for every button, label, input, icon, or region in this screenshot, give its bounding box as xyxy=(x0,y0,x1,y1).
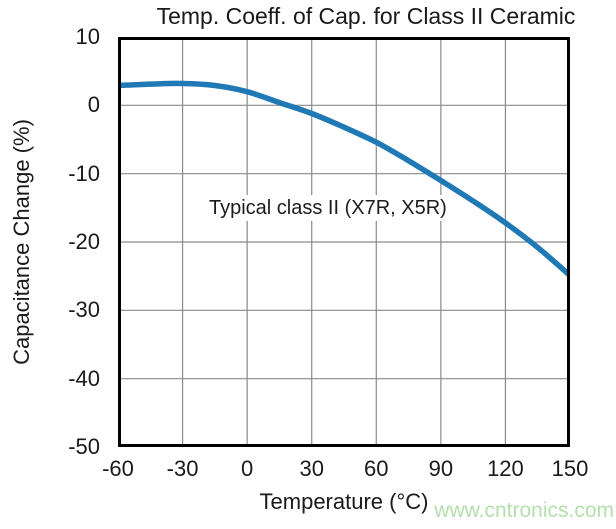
chart-title: Temp. Coeff. of Cap. for Class II Cerami… xyxy=(156,3,576,29)
x-tick-label: 90 xyxy=(428,456,454,481)
plot-area xyxy=(118,37,570,447)
x-tick-label: -30 xyxy=(166,456,199,481)
x-tick-label: 60 xyxy=(364,456,389,481)
data-curve xyxy=(118,80,570,279)
y-tick-label: 0 xyxy=(87,92,100,118)
y-tick-label: -40 xyxy=(68,365,100,391)
y-tick-label: -20 xyxy=(68,229,100,254)
watermark: www.cntronics.com xyxy=(434,499,614,522)
x-tick-label: 30 xyxy=(299,456,324,481)
y-tick-label: -50 xyxy=(68,434,100,459)
y-tick-label: 10 xyxy=(75,24,100,49)
y-tick-label: -30 xyxy=(68,297,100,323)
x-axis-title: Temperature (°C) xyxy=(259,489,429,514)
x-tick-label: 120 xyxy=(487,456,524,481)
x-tick-label: 150 xyxy=(551,456,589,481)
x-tick-label: -60 xyxy=(102,456,134,481)
plot-border xyxy=(118,37,570,447)
series-annotation: Typical class II (X7R, X5R) xyxy=(206,195,450,221)
x-tick-label: 0 xyxy=(241,456,254,481)
y-tick-label: -10 xyxy=(68,160,100,186)
